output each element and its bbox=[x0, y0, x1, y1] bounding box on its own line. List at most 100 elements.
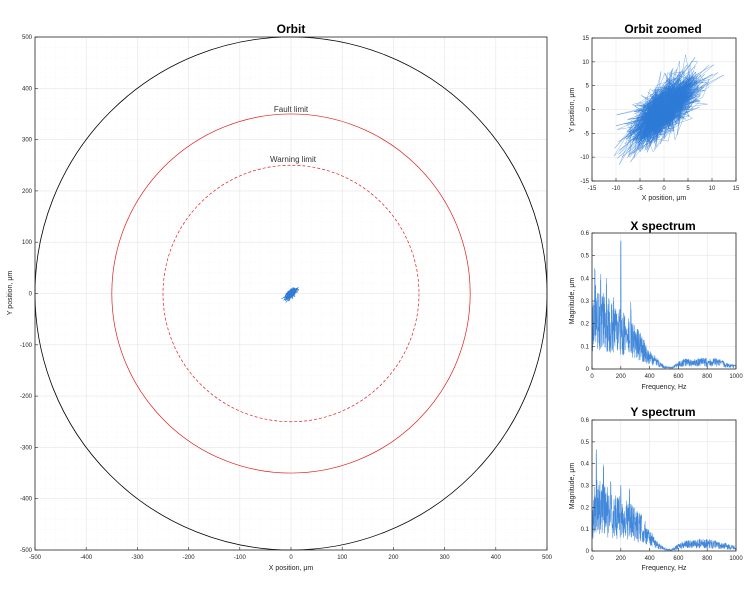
y-tick-label: -100 bbox=[20, 343, 33, 349]
x-tick-label: -10 bbox=[612, 186, 621, 192]
x-tick-label: -300 bbox=[131, 555, 144, 561]
y-tick-label: 0.4 bbox=[581, 462, 590, 468]
y-spectrum-y-axis-label: Magnitude, μm bbox=[569, 463, 576, 510]
x-spectrum-title: X spectrum bbox=[630, 219, 695, 233]
fault-limit-label: Fault limit bbox=[274, 105, 309, 114]
y-tick-label: 100 bbox=[22, 240, 33, 246]
warning-limit-label: Warning limit bbox=[270, 155, 317, 164]
orbit-zoomed-trace bbox=[613, 54, 724, 165]
x-tick-label: -15 bbox=[588, 186, 597, 192]
y-spectrum-panel: Y spectrum 0 200 400 600 800 1000 00.10.20.30… bbox=[569, 405, 743, 572]
orbit-zoomed-panel: Orbit zoomed -15 -10 -5 0 5 10 15 -15 -10 -5 0 5 10… bbox=[569, 22, 740, 202]
x-spectrum-x-axis-label: Frequency, Hz bbox=[642, 384, 687, 391]
x-tick-label: -100 bbox=[234, 555, 247, 561]
x-tick-label: 10 bbox=[709, 186, 716, 192]
x-tick-label: 400 bbox=[645, 374, 656, 380]
y-tick-label: -15 bbox=[580, 179, 589, 185]
x-tick-label: 15 bbox=[733, 186, 740, 192]
y-tick-label: 10 bbox=[582, 60, 589, 66]
x-tick-label: -500 bbox=[29, 555, 42, 561]
y-tick-label: 0 bbox=[29, 292, 33, 298]
x-tick-label: 0 bbox=[590, 374, 594, 380]
y-tick-label: 0 bbox=[586, 549, 590, 555]
x-tick-label: 500 bbox=[542, 555, 553, 561]
x-tick-label: 600 bbox=[673, 556, 684, 562]
y-tick-label: 0.6 bbox=[581, 231, 590, 237]
x-tick-label: 200 bbox=[616, 556, 627, 562]
orbit-zoomed-x-tick-labels: -15 -10 -5 0 5 10 15 bbox=[588, 178, 740, 192]
x-tick-label: 800 bbox=[702, 556, 713, 562]
y-tick-label: 0.1 bbox=[581, 527, 590, 533]
warning-limit-circle bbox=[162, 164, 420, 423]
y-tick-label: 0.3 bbox=[581, 484, 590, 490]
y-spectrum-x-tick-labels: 0 200 400 600 800 1000 bbox=[590, 548, 743, 562]
x-tick-label: 0 bbox=[662, 186, 666, 192]
y-tick-label: 0.1 bbox=[581, 344, 590, 350]
y-tick-label: 0.3 bbox=[581, 299, 590, 305]
orbit-zoomed-cloud bbox=[613, 54, 724, 165]
y-spectrum-y-tick-labels: 0 0.1 0.2 0.3 0.4 0.5 0.6 bbox=[581, 418, 595, 555]
x-tick-label: 800 bbox=[702, 374, 713, 380]
orbit-zoomed-y-axis-label: Y position, μm bbox=[569, 88, 576, 133]
x-tick-label: -200 bbox=[183, 555, 196, 561]
orbit-zoomed-y-tick-labels: -15 -10 -5 0 5 10 15 bbox=[580, 36, 595, 185]
x-tick-label: 600 bbox=[673, 374, 684, 380]
y-tick-label: -300 bbox=[20, 445, 33, 451]
orbit-trace bbox=[281, 287, 300, 303]
x-tick-label: 0 bbox=[590, 556, 594, 562]
x-spectrum-x-tick-labels: 0 200 400 600 800 1000 bbox=[590, 366, 743, 380]
y-tick-label: 15 bbox=[582, 36, 589, 42]
y-tick-label: 0 bbox=[586, 367, 590, 373]
y-spectrum-title: Y spectrum bbox=[630, 405, 695, 419]
y-tick-label: 0.2 bbox=[581, 505, 590, 511]
x-tick-label: 400 bbox=[491, 555, 502, 561]
fault-limit-circle bbox=[111, 113, 471, 474]
orbit-zoomed-title: Orbit zoomed bbox=[624, 22, 701, 36]
orbit-x-tick-labels: -500 -400 -300 -200 -100 0 100 200 300 400 500 bbox=[29, 547, 553, 561]
y-spectrum-x-axis-label: Frequency, Hz bbox=[642, 565, 687, 572]
y-tick-label: -200 bbox=[20, 394, 33, 400]
x-tick-label: 0 bbox=[289, 555, 293, 561]
x-tick-label: 300 bbox=[440, 555, 451, 561]
y-tick-label: -500 bbox=[20, 548, 33, 554]
orbit-x-axis-label: X position, μm bbox=[269, 565, 314, 572]
orbit-panel: Orbit -500 -400 -300 -200 -100 0 100 200 300 400 5… bbox=[7, 22, 553, 572]
y-tick-label: 0 bbox=[586, 108, 590, 114]
spectrum-trace bbox=[591, 240, 737, 370]
y-tick-label: -400 bbox=[20, 497, 33, 503]
x-tick-label: 200 bbox=[616, 374, 627, 380]
x-tick-label: 400 bbox=[645, 556, 656, 562]
y-tick-label: 0.5 bbox=[581, 254, 590, 260]
x-spectrum-y-axis-label: Magnitude, μm bbox=[569, 278, 576, 325]
spectrum-trace bbox=[591, 449, 737, 552]
y-tick-label: 0.2 bbox=[581, 322, 590, 328]
y-tick-label: 5 bbox=[586, 84, 590, 90]
x-tick-label: 1000 bbox=[729, 556, 743, 562]
x-tick-label: -5 bbox=[637, 186, 643, 192]
y-spectrum-lines bbox=[591, 449, 737, 552]
orbit-y-axis-label: Y position, μm bbox=[7, 271, 14, 316]
orbit-title: Orbit bbox=[277, 22, 306, 36]
y-tick-label: 200 bbox=[22, 189, 33, 195]
x-tick-label: -400 bbox=[80, 555, 93, 561]
x-spectrum-y-tick-labels: 0 0.1 0.2 0.3 0.4 0.5 0.6 bbox=[581, 231, 595, 373]
y-tick-label: 0.4 bbox=[581, 276, 590, 282]
x-spectrum-panel: X spectrum 0 200 400 600 800 1000 00.10.20.30… bbox=[569, 219, 743, 391]
y-tick-label: 500 bbox=[22, 35, 33, 41]
y-tick-label: 0.5 bbox=[581, 440, 590, 446]
orbit-zoomed-x-axis-label: X position, μm bbox=[642, 195, 687, 202]
x-tick-label: 100 bbox=[337, 555, 348, 561]
y-tick-label: 0.6 bbox=[581, 418, 590, 424]
x-tick-label: 200 bbox=[388, 555, 399, 561]
x-tick-label: 5 bbox=[686, 186, 690, 192]
x-spectrum-lines bbox=[591, 240, 737, 370]
x-tick-label: 1000 bbox=[729, 374, 743, 380]
orbit-y-tick-labels: -500 -400 -300 -200 -100 0 100 200 300 400 500 bbox=[20, 35, 38, 554]
orbit-grid bbox=[34, 36, 548, 551]
y-tick-label: -10 bbox=[580, 155, 589, 161]
y-tick-label: -5 bbox=[584, 131, 590, 137]
y-tick-label: 300 bbox=[22, 138, 33, 144]
y-tick-label: 400 bbox=[22, 86, 33, 92]
orbit-cloud bbox=[281, 287, 300, 303]
